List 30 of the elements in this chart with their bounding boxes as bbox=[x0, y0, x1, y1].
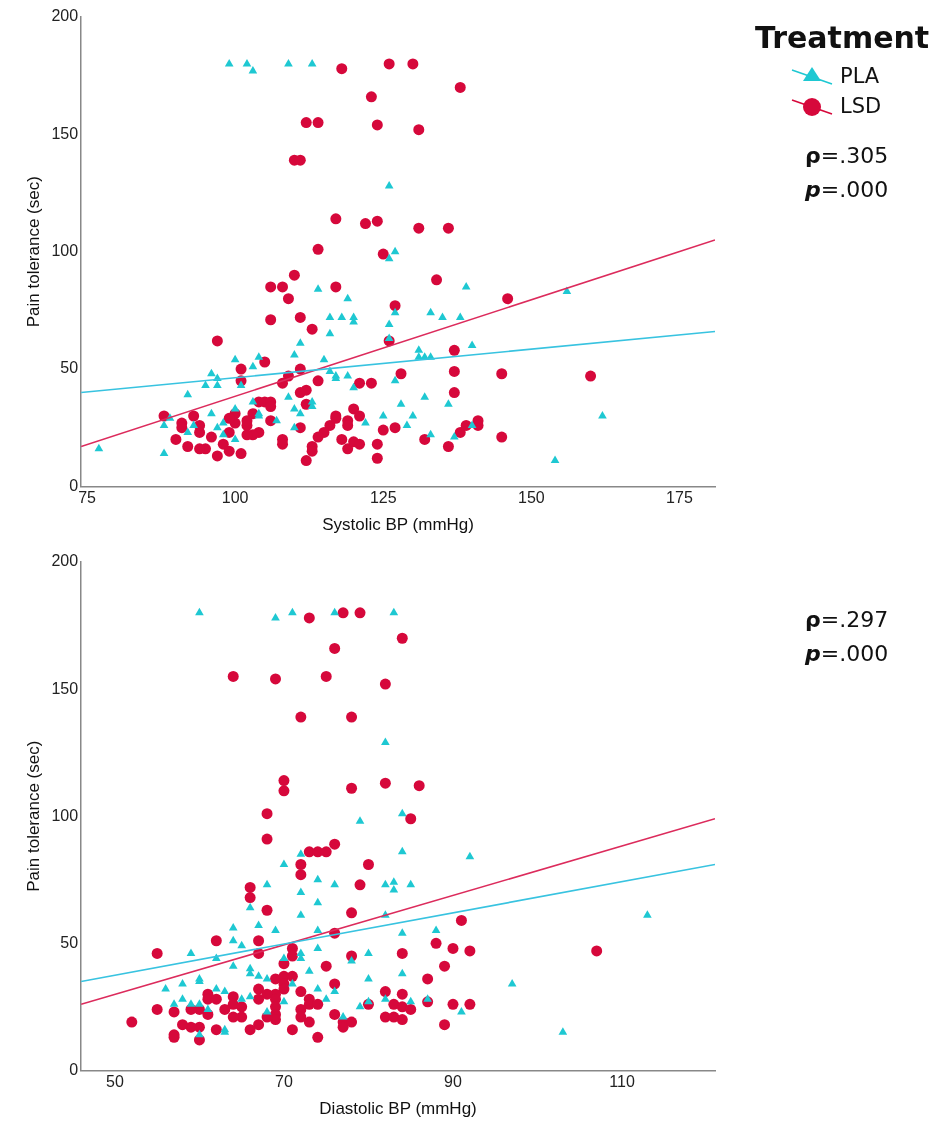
x-tick-label: 75 bbox=[78, 489, 97, 507]
x-axis-title: Systolic BP (mmHg) bbox=[322, 515, 474, 535]
text: ρ=.305 bbox=[805, 142, 890, 170]
x-tick-label: 70 bbox=[275, 1073, 293, 1091]
x-tick-label: 125 bbox=[369, 489, 397, 507]
y-tick-label: 200 bbox=[51, 552, 79, 570]
text: p=.000 bbox=[805, 640, 890, 668]
legend-label: PLA bbox=[840, 64, 880, 88]
y-tick-label: 50 bbox=[60, 359, 79, 377]
text: p=.000 bbox=[805, 176, 890, 204]
x-tick-label: 175 bbox=[666, 489, 693, 507]
x-tick-label: 90 bbox=[444, 1073, 462, 1091]
y-tick-label: 150 bbox=[51, 679, 79, 697]
x-axis-title: Diastolic BP (mmHg) bbox=[319, 1099, 477, 1119]
y-tick-label: 50 bbox=[60, 933, 79, 951]
y-tick-label: 200 bbox=[51, 7, 79, 25]
legend-label: LSD bbox=[840, 94, 882, 118]
y-tick-label: 100 bbox=[51, 242, 79, 260]
x-tick-label: 110 bbox=[609, 1073, 635, 1091]
x-tick-label: 50 bbox=[106, 1073, 124, 1091]
y-axis-title: Pain tolerance (sec) bbox=[23, 176, 43, 328]
legend-title: Treatment bbox=[755, 20, 931, 55]
y-tick-label: 0 bbox=[69, 1060, 79, 1078]
y-tick-label: 0 bbox=[69, 476, 79, 494]
text: ρ=.297 bbox=[805, 606, 890, 634]
x-tick-label: 150 bbox=[517, 489, 545, 507]
y-axis-title: Pain tolerance (sec) bbox=[23, 740, 43, 892]
y-tick-label: 100 bbox=[51, 806, 79, 824]
x-tick-label: 100 bbox=[221, 489, 249, 507]
y-tick-label: 150 bbox=[51, 124, 79, 142]
